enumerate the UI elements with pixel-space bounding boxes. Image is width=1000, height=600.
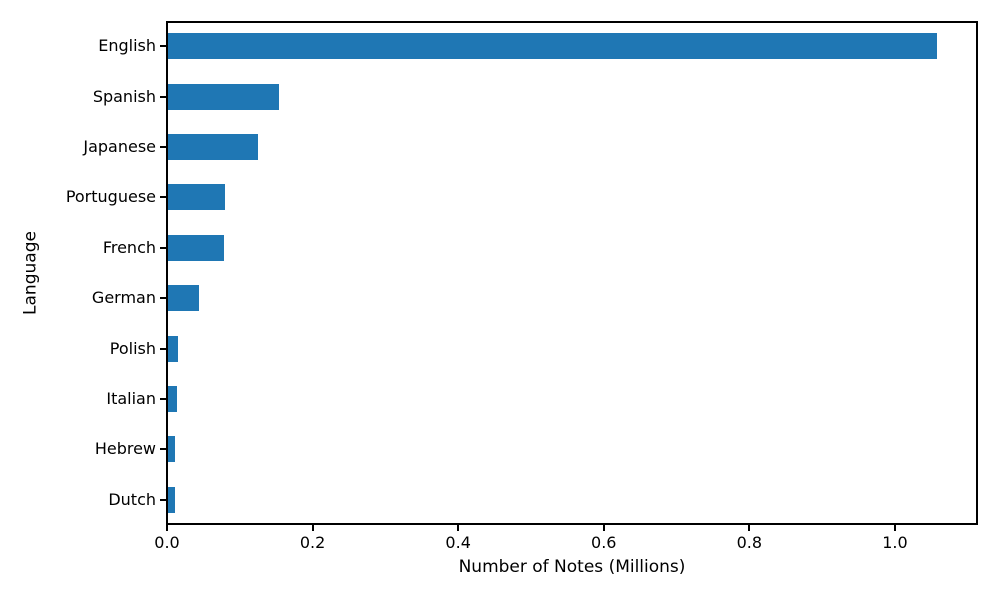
bar-dutch: [168, 486, 175, 513]
bar-german: [168, 285, 199, 312]
y-tick-label-german: German: [91, 288, 156, 308]
y-tick-label-polish: Polish: [109, 338, 156, 358]
y-tick-label-japanese: Japanese: [83, 137, 156, 156]
bar-polish: [168, 335, 178, 362]
x-tick-mark-0-6: [602, 525, 605, 531]
bar-spanish: [168, 83, 280, 110]
y-tick-mark-italian: [160, 398, 166, 400]
x-tick-label-0-2: 0.2: [299, 533, 326, 552]
bar-english: [168, 33, 938, 60]
y-tick-label-hebrew: Hebrew: [94, 439, 156, 459]
x-tick-label-1-0: 1.0: [882, 533, 908, 552]
x-tick-mark-0-8: [748, 525, 751, 531]
y-tick-mark-french: [160, 246, 166, 249]
bar-italian: [168, 386, 177, 412]
x-tick-mark-0-4: [457, 525, 460, 531]
x-tick-label-0-0: 0.0: [154, 533, 180, 552]
y-tick-label-dutch: Dutch: [108, 489, 156, 509]
bar-french: [168, 234, 225, 261]
y-tick-mark-german: [160, 297, 166, 300]
x-tick-label-0-8: 0.8: [736, 533, 763, 552]
y-tick-mark-hebrew: [160, 448, 166, 451]
x-tick-mark-1-0: [893, 525, 896, 531]
y-tick-mark-spanish: [160, 95, 166, 98]
y-axis-title: Language: [20, 231, 41, 315]
bar-hebrew: [168, 436, 175, 463]
y-tick-mark-polish: [160, 347, 166, 350]
y-tick-label-spanish: Spanish: [92, 86, 156, 106]
y-tick-label-portuguese: Portuguese: [65, 187, 156, 207]
y-tick-mark-portuguese: [160, 196, 166, 199]
y-tick-mark-japanese: [160, 146, 166, 148]
bar-japanese: [168, 134, 258, 160]
y-tick-label-english: English: [98, 36, 156, 56]
x-tick-mark-0-0: [166, 525, 168, 531]
x-tick-label-0-4: 0.4: [445, 533, 471, 552]
x-tick-mark-0-2: [311, 525, 314, 531]
bar-portuguese: [168, 184, 225, 211]
y-tick-label-italian: Italian: [106, 389, 156, 408]
plot-area: [166, 21, 978, 525]
y-tick-mark-english: [160, 45, 166, 48]
y-tick-label-french: French: [102, 237, 156, 257]
y-tick-mark-dutch: [160, 498, 166, 501]
x-axis-title: Number of Notes (Millions): [458, 557, 686, 577]
x-tick-label-0-6: 0.6: [591, 533, 617, 552]
